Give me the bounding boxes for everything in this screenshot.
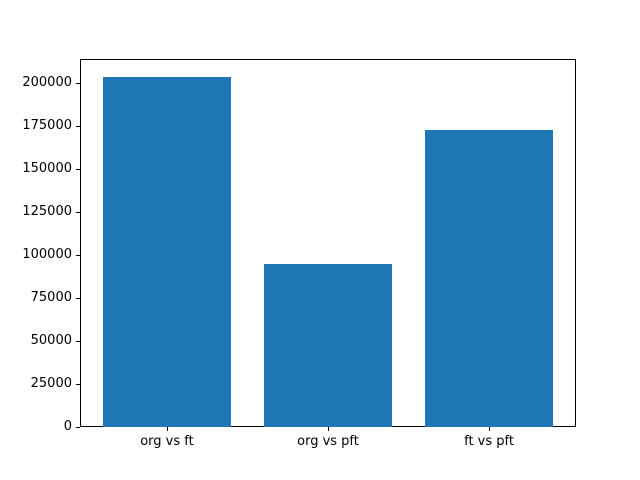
y-axis-tick-label: 100000 [22, 247, 72, 263]
y-axis-tick-label: 175000 [22, 118, 72, 134]
x-axis-tick-label: org vs ft [140, 434, 194, 449]
x-axis-tick [328, 427, 329, 431]
bar-org-vs-ft [102, 76, 232, 427]
y-axis-tick-label: 75000 [30, 290, 72, 306]
x-axis-tick [489, 427, 491, 431]
y-axis-tick-label: 150000 [22, 161, 72, 177]
y-axis-tick [76, 384, 80, 386]
bar-org-vs-pft [263, 263, 393, 427]
bar-ft-vs-pft [424, 129, 554, 427]
y-axis-tick [76, 298, 80, 300]
y-axis-tick [76, 212, 80, 214]
y-axis-tick-label: 200000 [22, 75, 72, 91]
y-axis-tick [76, 126, 80, 128]
y-axis-tick-label: 125000 [22, 204, 72, 220]
plot-area [80, 59, 576, 427]
y-axis-tick [76, 169, 80, 171]
y-axis-tick [76, 341, 80, 343]
y-axis-tick [76, 255, 80, 257]
y-axis-tick [76, 83, 80, 85]
y-axis-tick-label: 50000 [30, 333, 72, 349]
y-axis-tick-label: 0 [63, 419, 72, 434]
y-axis-tick [76, 427, 80, 428]
y-axis-tick-label: 25000 [30, 376, 72, 392]
x-axis-tick-label: ft vs pft [464, 434, 514, 449]
x-axis-tick [166, 427, 168, 431]
x-axis-tick-label: org vs pft [297, 434, 359, 449]
